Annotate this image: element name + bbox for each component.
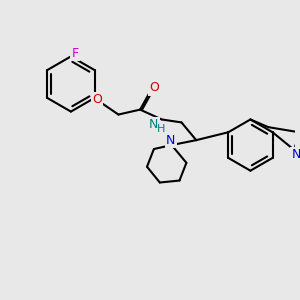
Text: O: O [149,82,159,94]
Text: N: N [292,148,300,161]
Text: F: F [71,47,78,60]
Text: O: O [92,93,102,106]
Text: H: H [157,124,165,134]
Text: N: N [166,134,175,147]
Text: N: N [149,118,159,131]
